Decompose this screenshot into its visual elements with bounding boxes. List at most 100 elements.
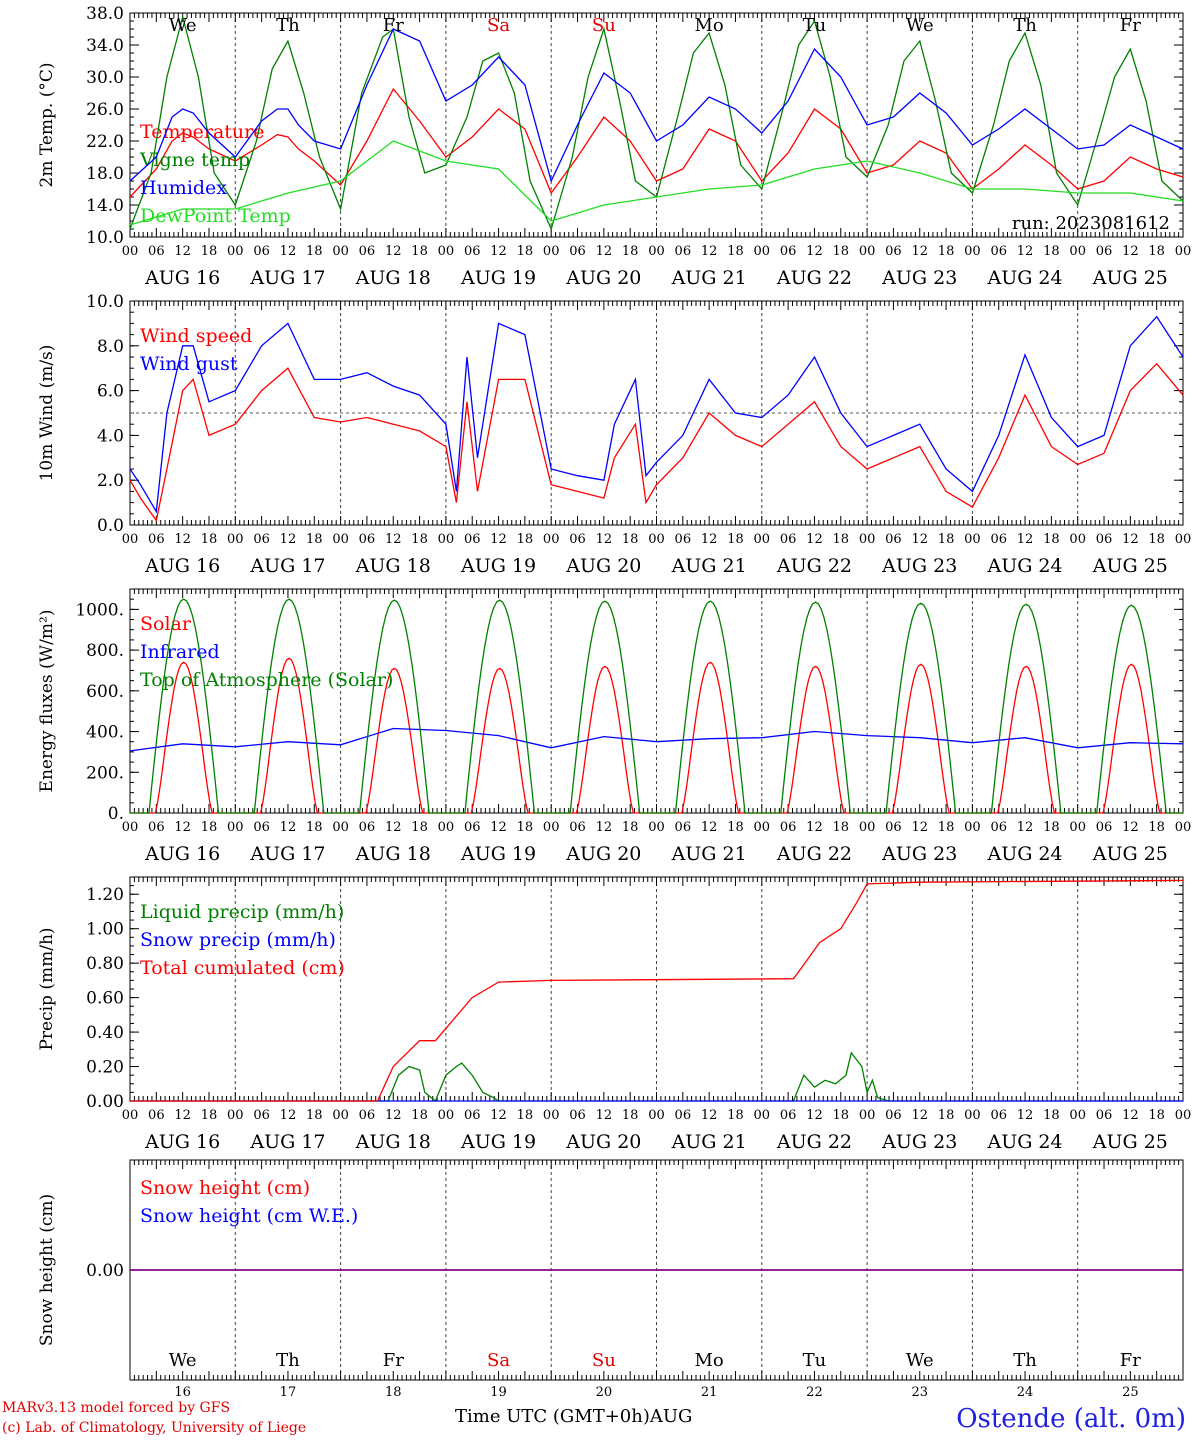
date-number-label: 23 — [911, 1385, 928, 1400]
hour-tick-label: 00 — [1069, 532, 1086, 547]
day-label: Th — [276, 15, 300, 36]
y-tick-label: 10.0 — [86, 292, 124, 312]
y-tick-label: 400. — [86, 723, 124, 743]
hour-tick-label: 12 — [280, 532, 297, 547]
y-tick-label: 18.0 — [86, 164, 124, 184]
date-label: AUG 24 — [986, 1131, 1062, 1153]
date-label: AUG 22 — [776, 1131, 852, 1153]
hour-tick-label: 00 — [1069, 820, 1086, 835]
date-number-label: 16 — [174, 1385, 191, 1400]
snow-legend-0: Snow height (cm) — [140, 1177, 310, 1199]
hour-tick-label: 18 — [727, 532, 744, 547]
day-label: We — [169, 15, 197, 36]
hour-tick-label: 06 — [885, 1108, 902, 1123]
hour-tick-label: 00 — [648, 244, 665, 259]
hour-tick-label: 12 — [701, 532, 718, 547]
y-tick-label: 0.60 — [86, 989, 124, 1009]
date-label: AUG 25 — [1092, 843, 1168, 865]
hour-tick-label: 12 — [174, 1108, 191, 1123]
day-label: Fr — [383, 1350, 404, 1371]
day-label: Mo — [695, 1350, 724, 1371]
lab-credit: (c) Lab. of Climatology, University of L… — [2, 1420, 307, 1436]
hour-tick-label: 18 — [201, 532, 218, 547]
hour-tick-label: 18 — [201, 244, 218, 259]
hour-tick-label: 18 — [833, 244, 850, 259]
precip-legend-2: Total cumulated (cm) — [140, 957, 345, 979]
y-tick-label: 1.20 — [86, 885, 124, 905]
day-label: Th — [276, 1350, 300, 1371]
day-label: We — [169, 1350, 197, 1371]
date-label: AUG 22 — [776, 555, 852, 577]
hour-tick-label: 00 — [332, 244, 349, 259]
hour-tick-label: 12 — [911, 820, 928, 835]
date-label: AUG 20 — [565, 1131, 641, 1153]
hour-tick-label: 00 — [543, 820, 560, 835]
snow-legend-1: Snow height (cm W.E.) — [140, 1205, 358, 1227]
hour-tick-label: 06 — [885, 820, 902, 835]
date-label: AUG 17 — [249, 1131, 325, 1153]
y-tick-label: 8.0 — [97, 337, 124, 357]
hour-tick-label: 00 — [227, 1108, 244, 1123]
hour-tick-label: 06 — [990, 1108, 1007, 1123]
x-axis-month: AUG — [649, 1406, 693, 1427]
hour-tick-label: 12 — [174, 820, 191, 835]
hour-tick-label: 18 — [411, 1108, 428, 1123]
hour-tick-label: 12 — [911, 532, 928, 547]
hour-tick-label: 12 — [701, 244, 718, 259]
date-label: AUG 20 — [565, 555, 641, 577]
hour-tick-label: 18 — [622, 1108, 639, 1123]
y-tick-label: 0. — [108, 804, 124, 824]
hour-tick-label: 06 — [253, 820, 270, 835]
hour-tick-label: 12 — [174, 244, 191, 259]
hour-tick-label: 06 — [569, 532, 586, 547]
hour-tick-label: 12 — [490, 820, 507, 835]
hour-tick-label: 18 — [1043, 532, 1060, 547]
hour-tick-label: 18 — [1043, 1108, 1060, 1123]
hour-tick-label: 00 — [438, 1108, 455, 1123]
hour-tick-label: 12 — [280, 244, 297, 259]
date-label: AUG 17 — [249, 843, 325, 865]
hour-tick-label: 06 — [780, 820, 797, 835]
hour-tick-label: 06 — [359, 532, 376, 547]
wind-series-1 — [129, 315, 1184, 514]
hour-tick-label: 00 — [754, 244, 771, 259]
hour-tick-label: 12 — [1122, 1108, 1139, 1123]
date-label: AUG 16 — [144, 843, 220, 865]
y-axis-label: 2m Temp. (°C) — [37, 62, 57, 187]
date-label: AUG 25 — [1092, 1131, 1168, 1153]
y-tick-label: 22.0 — [86, 132, 124, 152]
hour-tick-label: 06 — [359, 244, 376, 259]
date-number-label: 22 — [806, 1385, 823, 1400]
hour-tick-label: 06 — [464, 1108, 481, 1123]
hour-tick-label: 12 — [806, 244, 823, 259]
hour-tick-label: 18 — [517, 1108, 534, 1123]
date-label: AUG 19 — [460, 1131, 536, 1153]
hour-tick-label: 00 — [754, 820, 771, 835]
date-label: AUG 20 — [565, 267, 641, 289]
temperature-series-2 — [129, 28, 1184, 183]
hour-tick-label: 00 — [754, 532, 771, 547]
hour-tick-label: 12 — [911, 244, 928, 259]
hour-tick-label: 18 — [833, 1108, 850, 1123]
hour-tick-label: 18 — [1043, 820, 1060, 835]
hour-tick-label: 12 — [1017, 1108, 1034, 1123]
y-tick-label: 14.0 — [86, 196, 124, 216]
hour-tick-label: 06 — [1096, 1108, 1113, 1123]
y-axis-label: 10m Wind (m/s) — [37, 345, 57, 482]
date-label: AUG 16 — [144, 267, 220, 289]
hour-tick-label: 18 — [938, 1108, 955, 1123]
hour-tick-label: 18 — [411, 532, 428, 547]
hour-tick-label: 12 — [596, 820, 613, 835]
y-axis-label: Energy fluxes (W/m²) — [37, 610, 57, 793]
hour-tick-label: 00 — [964, 532, 981, 547]
hour-tick-label: 06 — [148, 820, 165, 835]
hour-tick-label: 18 — [411, 244, 428, 259]
hour-tick-label: 18 — [1148, 244, 1165, 259]
day-label: Tu — [803, 15, 827, 36]
hour-tick-label: 12 — [596, 1108, 613, 1123]
y-tick-label: 34.0 — [86, 36, 124, 56]
date-label: AUG 17 — [249, 267, 325, 289]
hour-tick-label: 06 — [148, 244, 165, 259]
hour-tick-label: 00 — [754, 1108, 771, 1123]
model-credit: MARv3.13 model forced by GFS — [2, 1400, 231, 1416]
